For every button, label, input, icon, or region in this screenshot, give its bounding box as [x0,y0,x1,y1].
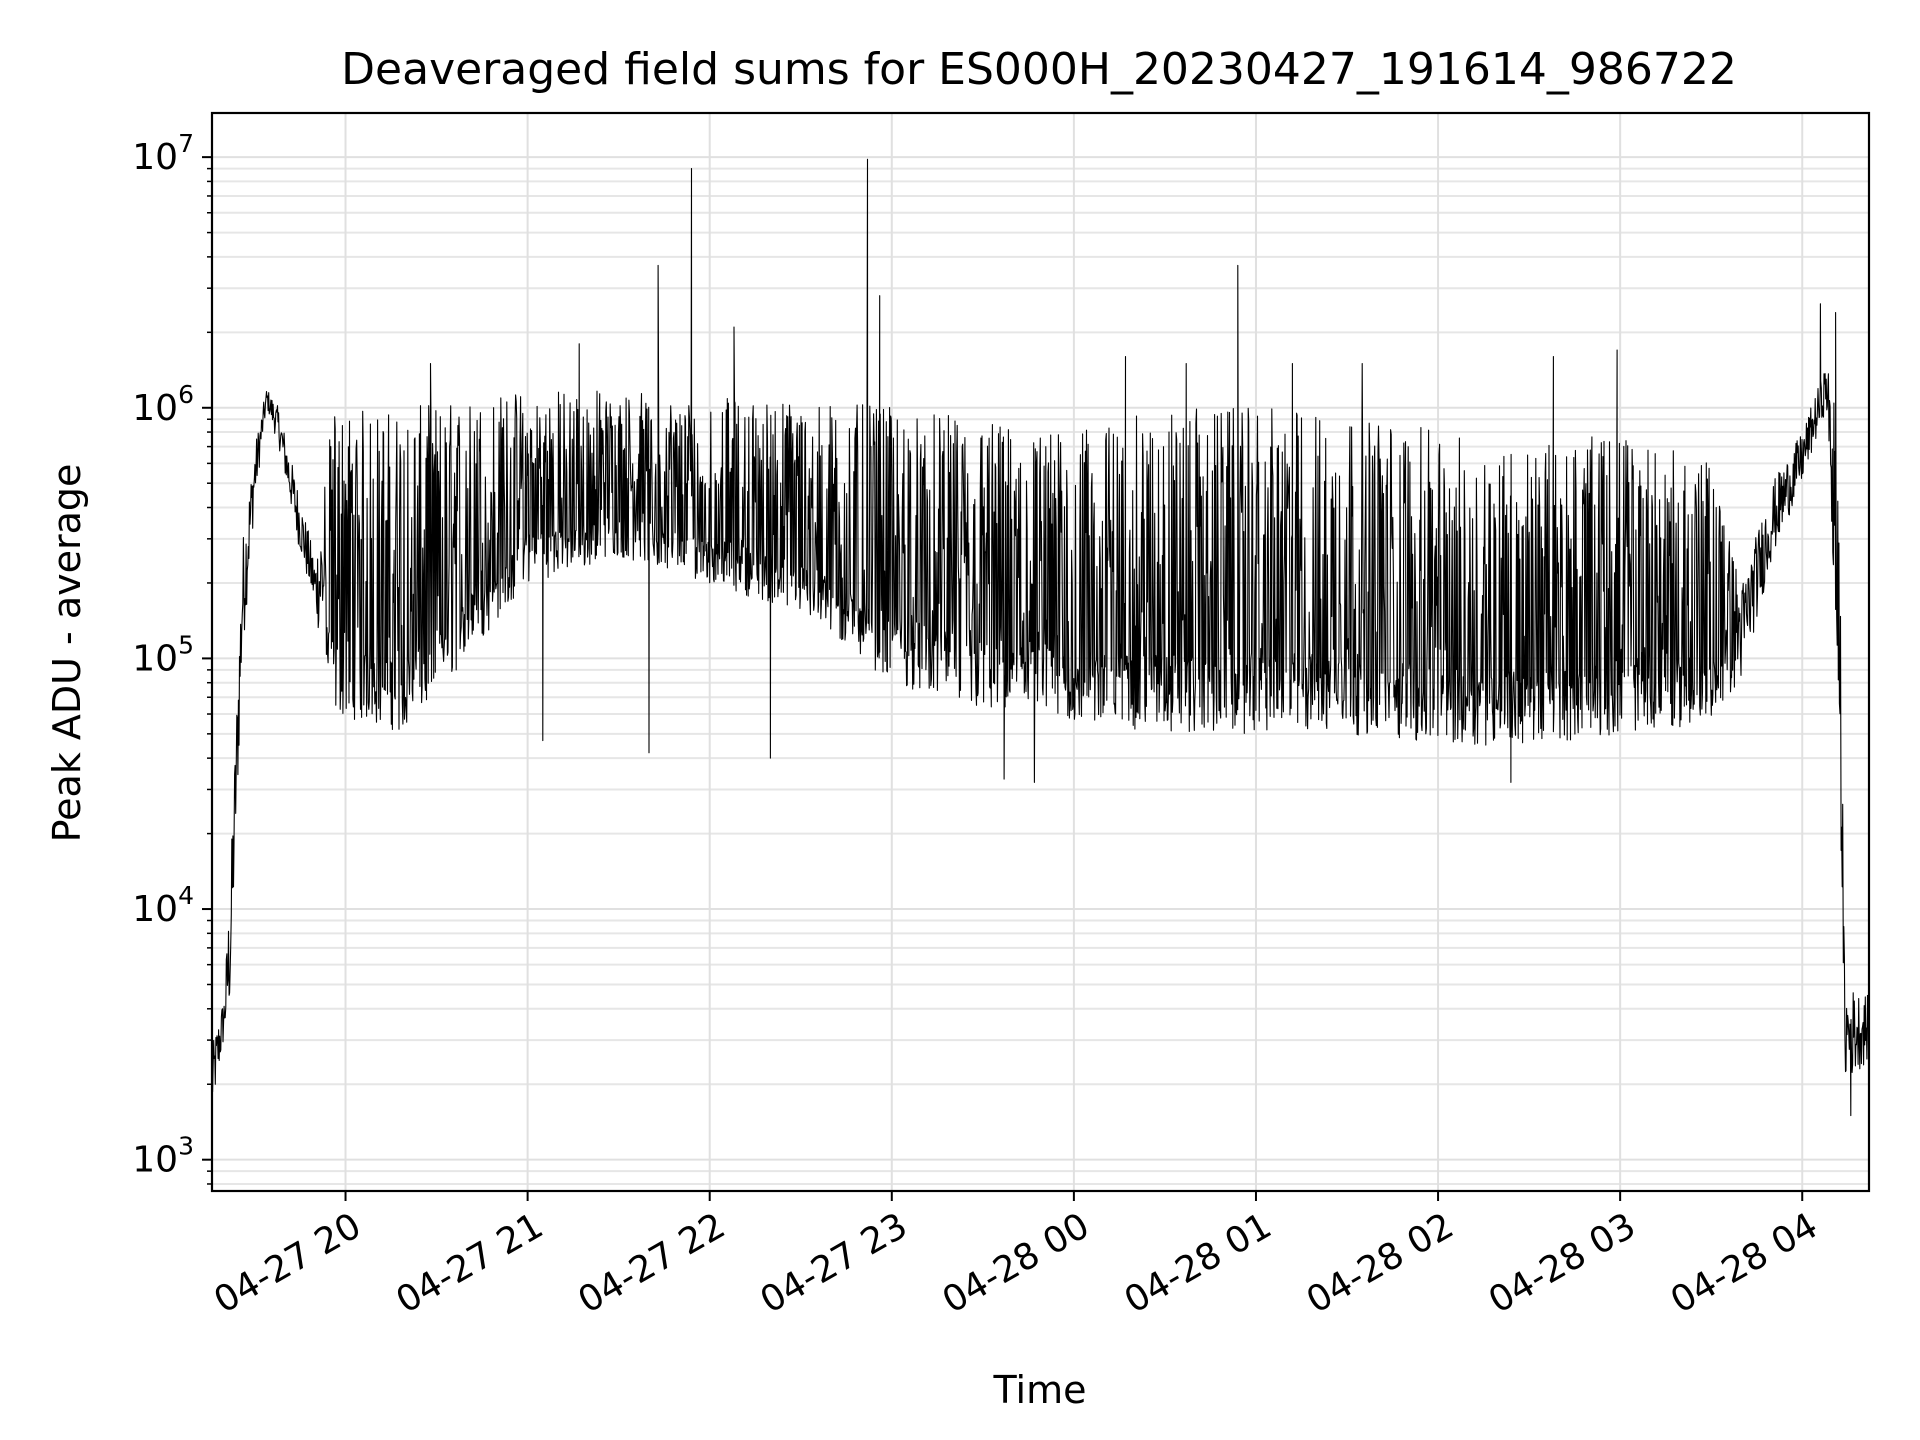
x-tick-label: 04-28 03 [1482,1205,1643,1321]
x-tick-label: 04-28 01 [1118,1205,1279,1321]
x-axis-label: Time [993,1368,1087,1412]
y-tick-label: 107 [132,129,194,178]
series-line [211,158,1870,1117]
y-tick-label: 105 [132,630,194,679]
x-tick-label: 04-28 04 [1664,1205,1825,1321]
x-tick-label: 04-27 21 [389,1205,550,1321]
y-axis-label: Peak ADU - average [45,464,89,843]
x-tick-label: 04-27 23 [754,1205,915,1321]
y-tick-label: 106 [132,380,194,429]
x-axis: 04-27 20 04-27 21 04-27 22 04-27 23 04-28 00… [207,1191,1825,1322]
grid [212,113,1869,1191]
y-tick-label: 104 [132,881,194,930]
data-series [211,158,1870,1117]
chart-title: Deaveraged field sums for ES000H_2023042… [341,44,1737,95]
y-axis: 103 104 105 106 107 [132,129,212,1185]
x-tick-label: 04-27 22 [572,1205,733,1321]
plot-frame [210,111,1871,1193]
x-tick-label: 04-27 20 [207,1205,368,1321]
y-tick-label: 103 [132,1132,194,1181]
x-tick-label: 04-28 00 [936,1205,1097,1321]
x-tick-label: 04-28 02 [1300,1205,1461,1321]
